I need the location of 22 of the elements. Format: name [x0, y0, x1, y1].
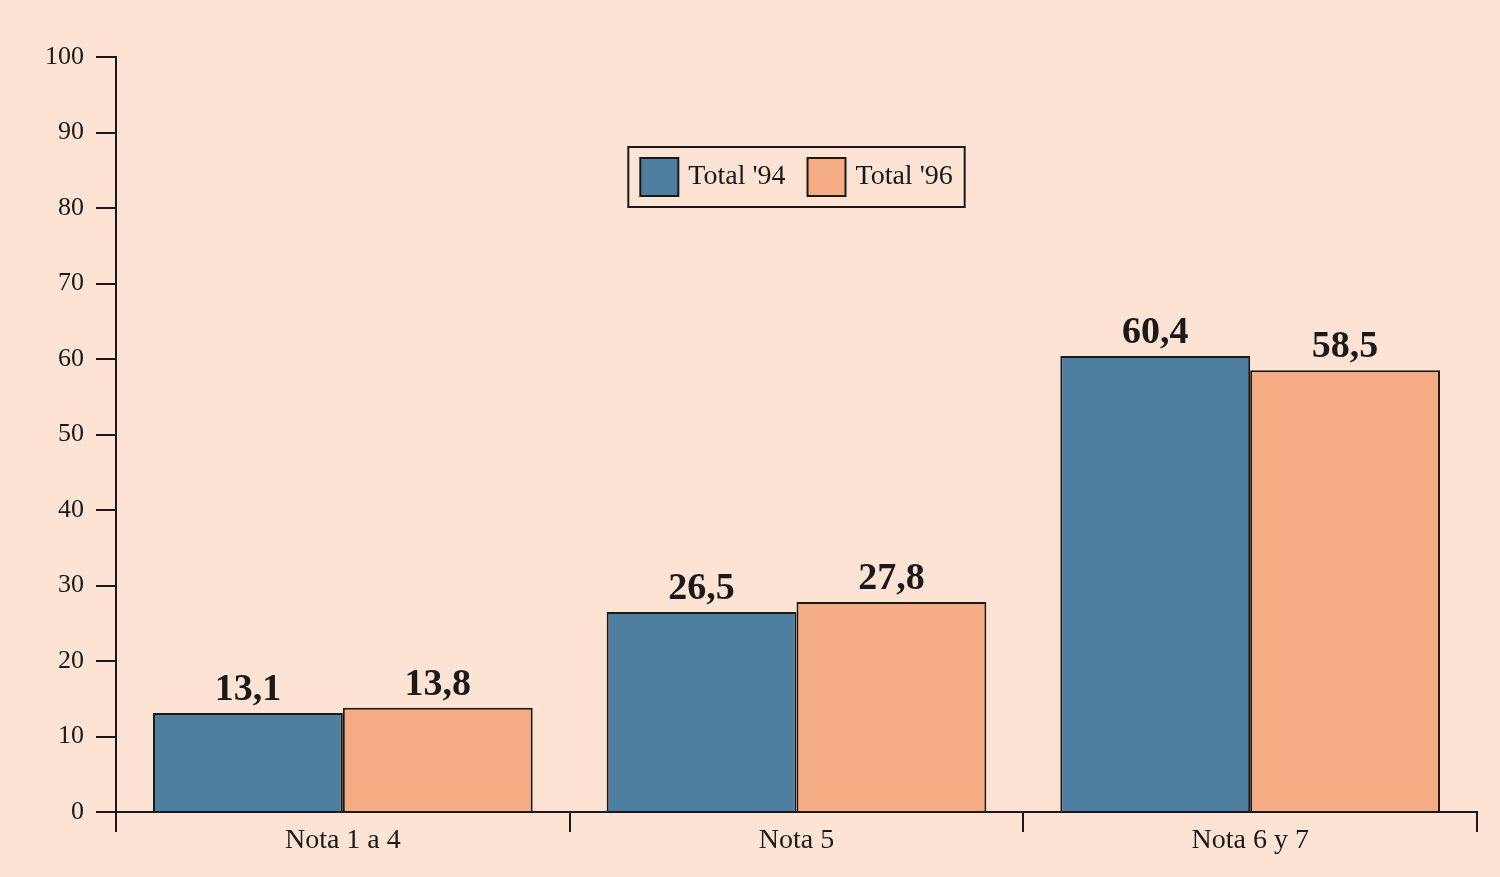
data-label: 13,8: [404, 660, 472, 703]
data-label: 26,5: [668, 564, 735, 607]
y-tick-label: 80: [58, 191, 84, 221]
data-label: 27,8: [858, 554, 925, 597]
y-tick-label: 60: [58, 342, 84, 372]
x-tick-label: Nota 6 y 7: [1191, 823, 1309, 855]
data-label: 58,5: [1311, 323, 1379, 366]
y-tick-label: 0: [71, 795, 84, 825]
y-tick-label: 100: [45, 40, 84, 70]
y-tick-label: 40: [58, 493, 84, 523]
y-tick-label: 90: [58, 116, 84, 146]
legend-label: Total '94: [688, 159, 786, 191]
x-tick-label: Nota 1 a 4: [284, 823, 401, 855]
legend-label: Total '96: [855, 159, 953, 191]
y-tick-label: 50: [58, 418, 84, 448]
data-label: 13,1: [214, 665, 282, 708]
y-tick-label: 70: [58, 267, 84, 297]
y-tick-label: 10: [58, 720, 84, 750]
x-tick-label: Nota 5: [758, 823, 835, 855]
y-tick-label: 30: [58, 569, 84, 599]
y-tick-label: 20: [58, 644, 84, 674]
data-label: 60,4: [1121, 308, 1189, 351]
